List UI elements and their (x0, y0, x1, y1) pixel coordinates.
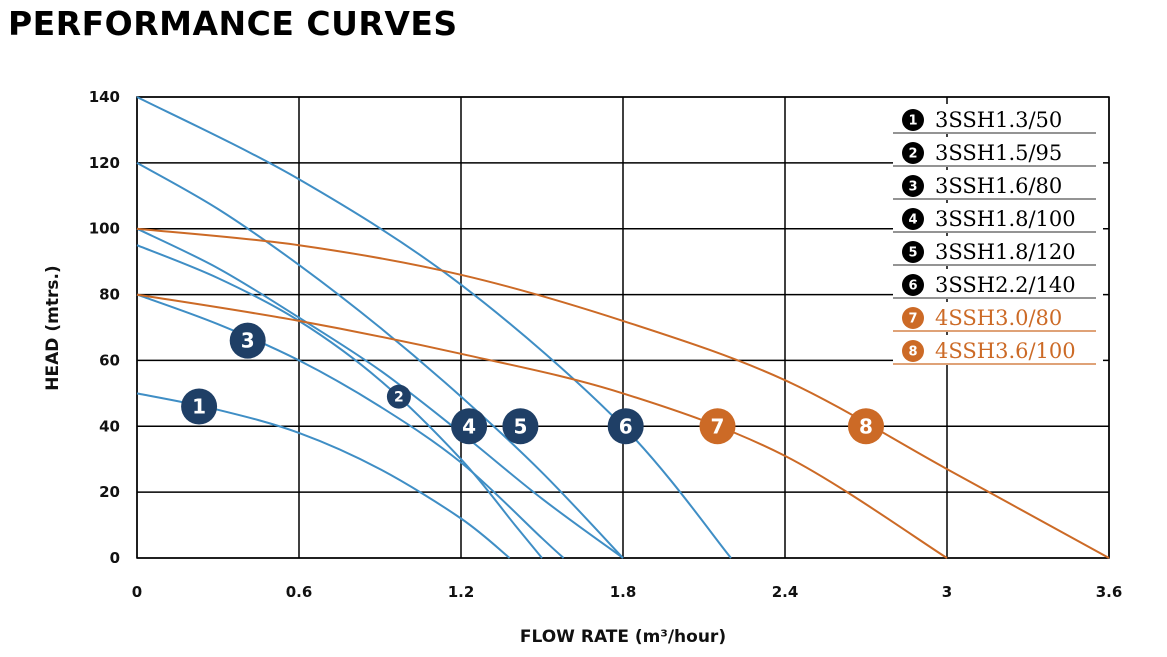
legend-badge-number-4: 4 (908, 213, 917, 228)
y-tick-label: 80 (99, 286, 120, 304)
legend-badge-3 (902, 175, 924, 197)
curve-marker-label-8: 8 (859, 414, 873, 438)
y-tick-label: 140 (89, 88, 120, 106)
chart-legend: 1 3SSH1.3/50 2 3SSH1.5/95 3 3SSH1.6/80 4 3SSH1.… (893, 104, 1103, 365)
legend-badge-number-7: 7 (908, 312, 917, 327)
y-tick-label: 0 (110, 549, 120, 567)
legend-bg-4 (893, 203, 1103, 233)
legend-entry-7: 4SSH3.0/80 (935, 306, 1062, 330)
legend-badge-number-5: 5 (908, 246, 917, 261)
curve-marker-5 (502, 408, 539, 445)
legend-bg-3 (893, 170, 1103, 200)
page-title: PERFORMANCE CURVES (8, 4, 458, 43)
legend-entry-1: 3SSH1.3/50 (935, 108, 1062, 132)
curve-7 (136, 293, 948, 559)
legend-badge-7 (902, 307, 924, 329)
curve-marker-8 (848, 408, 884, 445)
curve-8 (136, 227, 1110, 559)
legend-badge-1 (902, 109, 924, 131)
legend-badge-number-1: 1 (908, 114, 917, 129)
x-tick-label: 0.6 (286, 583, 313, 601)
legend-bg-1 (893, 104, 1103, 134)
curve-marker-label-3: 3 (241, 329, 255, 353)
curve-marker-1 (181, 388, 218, 425)
curve-3 (136, 293, 565, 559)
legend-bg-2 (893, 137, 1103, 167)
y-tick-label: 20 (99, 483, 120, 501)
curve-marker-2 (386, 384, 411, 409)
curve-4 (136, 227, 624, 559)
curve-marker-label-4: 4 (462, 414, 476, 438)
legend-badge-4 (902, 208, 924, 230)
legend-entry-6: 3SSH2.2/140 (935, 273, 1076, 297)
x-axis-label: FLOW RATE (m³/hour) (520, 627, 726, 647)
legend-entry-3: 3SSH1.6/80 (935, 174, 1062, 198)
x-tick-label: 2.4 (772, 583, 799, 601)
curve-marker-4 (451, 408, 488, 445)
legend-entry-4: 3SSH1.8/100 (935, 207, 1076, 231)
curve-marker-label-1: 1 (192, 395, 206, 419)
chart-markers: 1 2 3 4 5 6 7 8 (181, 322, 884, 445)
y-tick-label: 120 (89, 154, 120, 172)
curve-marker-3 (229, 322, 266, 359)
x-tick-label: 1.8 (610, 583, 637, 601)
legend-badge-6 (902, 274, 924, 296)
legend-badge-8 (902, 340, 924, 362)
legend-bg-7 (893, 302, 1103, 332)
y-tick-label: 40 (99, 417, 120, 435)
legend-entry-5: 3SSH1.8/120 (935, 240, 1076, 264)
curve-marker-label-5: 5 (513, 414, 527, 438)
legend-badge-number-8: 8 (908, 345, 917, 360)
x-tick-label: 3 (942, 583, 952, 601)
legend-entry-2: 3SSH1.5/95 (935, 141, 1062, 165)
legend-entry-8: 4SSH3.6/100 (935, 339, 1076, 363)
x-tick-label: 0 (132, 583, 142, 601)
curve-5 (136, 162, 624, 559)
legend-bg-8 (893, 335, 1103, 365)
legend-badge-5 (902, 241, 924, 263)
legend-badge-number-3: 3 (908, 180, 917, 195)
y-tick-label: 60 (99, 351, 120, 369)
legend-badge-number-2: 2 (908, 147, 917, 162)
y-axis-label: HEAD (mtrs.) (43, 265, 63, 390)
x-tick-label: 1.2 (448, 583, 475, 601)
curve-marker-6 (607, 408, 644, 445)
legend-bg-6 (893, 269, 1103, 299)
chart-ticks: 0 0.6 1.2 1.8 2.4 3 3.6 0 20 40 60 80 100 120 140 (89, 88, 1123, 601)
y-tick-label: 100 (89, 220, 120, 238)
curve-marker-label-2: 2 (394, 390, 404, 406)
legend-badge-number-6: 6 (908, 279, 917, 294)
curve-marker-label-7: 7 (711, 414, 725, 438)
curve-marker-7 (699, 408, 736, 445)
curve-2 (136, 244, 543, 559)
curve-6 (136, 96, 732, 559)
chart-curves (136, 96, 1110, 559)
legend-bg-5 (893, 236, 1103, 266)
curve-marker-label-6: 6 (619, 414, 633, 438)
legend-badge-2 (902, 142, 924, 164)
x-tick-label: 3.6 (1096, 583, 1123, 601)
